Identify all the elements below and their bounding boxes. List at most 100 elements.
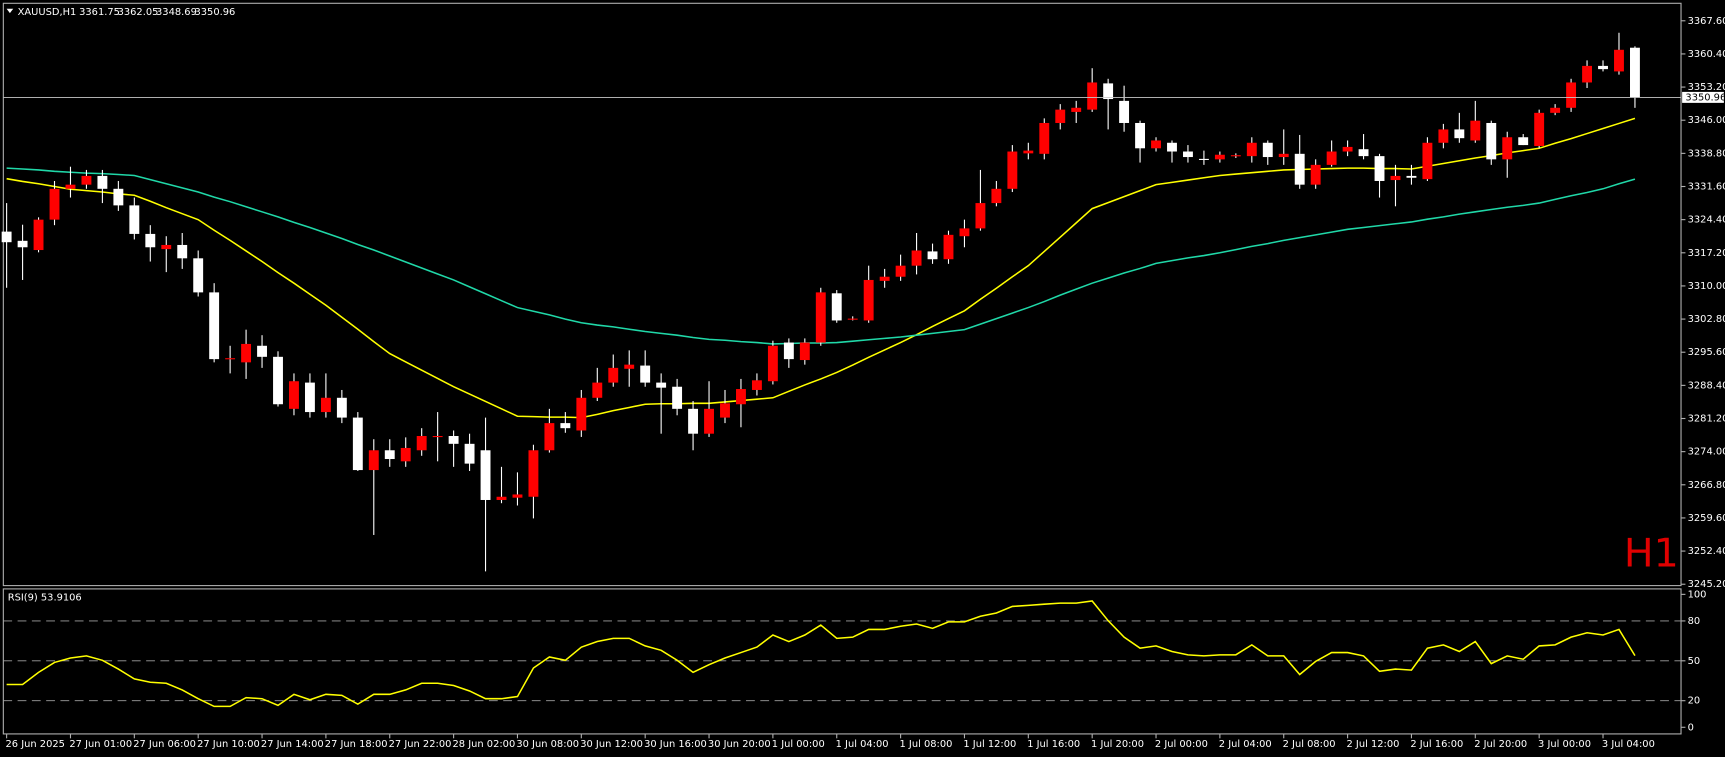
candle-body (991, 188, 1002, 204)
x-tick-label: 27 Jun 18:00 (325, 739, 388, 750)
x-tick-label: 27 Jun 22:00 (389, 739, 452, 750)
candle-body (1087, 82, 1098, 110)
candle-body (1358, 149, 1369, 157)
candle-body (145, 233, 156, 248)
candle-body (496, 496, 507, 500)
y-tick-label: 3281.20 (1688, 414, 1725, 425)
candle-body (129, 205, 140, 234)
candle-body (1550, 107, 1561, 113)
candle-body (241, 343, 252, 363)
candle-body (480, 450, 491, 500)
candle-body (592, 382, 603, 398)
current-price-box (1682, 91, 1724, 103)
candle-body (1039, 122, 1050, 154)
y-tick-label: 3259.60 (1688, 513, 1725, 524)
candle-body (783, 342, 794, 360)
candle-body (257, 345, 267, 357)
x-tick-label: 3 Jul 00:00 (1538, 739, 1591, 750)
x-tick-label: 27 Jun 14:00 (261, 739, 324, 750)
moving-average (6, 117, 1636, 419)
menu-triangle[interactable] (6, 8, 14, 14)
open-price: 3361.75 (79, 7, 120, 18)
x-tick-label: 26 Jun 2025 (6, 739, 65, 750)
rsi-label: RSI(9) 53.9106 (8, 593, 82, 604)
y-tick-label: 100 (1688, 589, 1707, 600)
candle-body (400, 447, 411, 462)
symbol-label: XAUUSD,H1 (18, 7, 77, 18)
y-tick-label: 3360.40 (1688, 49, 1725, 60)
x-tick-label: 2 Jul 08:00 (1283, 739, 1336, 750)
candle-body (1374, 156, 1385, 181)
candle-body (1055, 109, 1066, 123)
candle-body (528, 450, 539, 497)
candle-body (704, 408, 714, 434)
x-tick-label: 2 Jul 00:00 (1155, 739, 1208, 750)
candle-body (225, 358, 236, 360)
candle-body (1470, 120, 1481, 141)
candle-body (512, 494, 523, 498)
candle-body (1502, 137, 1513, 160)
candle-body (1294, 153, 1305, 185)
current-price-label: 3350.96 (1685, 92, 1725, 103)
candle-body (304, 382, 315, 413)
candle-body (320, 397, 331, 413)
candle-body (672, 386, 683, 409)
x-tick-label: 30 Jun 12:00 (580, 739, 643, 750)
candle-body (608, 367, 619, 383)
x-tick-label: 2 Jul 16:00 (1410, 739, 1463, 750)
candle-body (1438, 129, 1449, 143)
candle-body (863, 279, 874, 321)
y-tick-label: 0 (1688, 722, 1694, 733)
y-tick-label: 3288.40 (1688, 380, 1725, 391)
candle-body (1198, 158, 1209, 160)
x-tick-label: 3 Jul 04:00 (1602, 739, 1655, 750)
candle-body (943, 234, 954, 260)
y-tick-label: 3266.80 (1688, 480, 1725, 491)
x-tick-label: 2 Jul 04:00 (1219, 739, 1272, 750)
candle-body (1598, 65, 1608, 70)
x-tick-label: 30 Jun 16:00 (644, 739, 707, 750)
candle-body (448, 435, 459, 444)
y-tick-label: 80 (1688, 616, 1701, 627)
candle-body (1071, 107, 1082, 112)
y-tick-label: 3252.40 (1688, 546, 1725, 557)
candle-body (640, 365, 651, 383)
candle-body (65, 184, 76, 189)
candle-body (33, 219, 44, 251)
x-tick-label: 30 Jun 20:00 (708, 739, 771, 750)
candle-body (432, 435, 443, 438)
candle-body (1534, 112, 1545, 146)
candle-body (177, 244, 188, 259)
y-tick-label: 3346.00 (1688, 115, 1725, 126)
rsi-panel-frame (2, 588, 1682, 735)
candle-body (81, 175, 92, 185)
candle-body (1566, 82, 1577, 108)
candle-body (336, 397, 347, 418)
y-tick-label: 3317.20 (1688, 248, 1725, 259)
candle-body (1167, 142, 1177, 152)
candle-body (17, 240, 28, 248)
close-price: 3350.96 (194, 7, 235, 18)
x-tick-label: 27 Jun 10:00 (197, 739, 260, 750)
x-tick-label: 28 Jun 02:00 (453, 739, 516, 750)
y-tick-label: 3338.80 (1688, 148, 1725, 159)
y-tick-label: 20 (1688, 696, 1701, 707)
candle-body (1342, 146, 1353, 152)
y-tick-label: 3331.60 (1688, 182, 1725, 193)
candle-body (576, 397, 587, 431)
candle-body (720, 403, 730, 418)
candle-body (688, 408, 699, 434)
candle-body (1262, 142, 1273, 158)
candle-body (736, 389, 746, 405)
candle-body (464, 443, 475, 464)
candle-body (97, 175, 108, 189)
candle-body (1246, 142, 1257, 157)
x-tick-label: 2 Jul 12:00 (1346, 739, 1399, 750)
x-tick-label: 1 Jul 12:00 (963, 739, 1016, 750)
x-tick-label: 1 Jul 16:00 (1027, 739, 1080, 750)
rsi-line (6, 600, 1636, 708)
candle-body (1214, 154, 1225, 160)
candle-body (1151, 140, 1161, 149)
candle-body (1630, 47, 1640, 98)
candle-body (927, 251, 938, 260)
